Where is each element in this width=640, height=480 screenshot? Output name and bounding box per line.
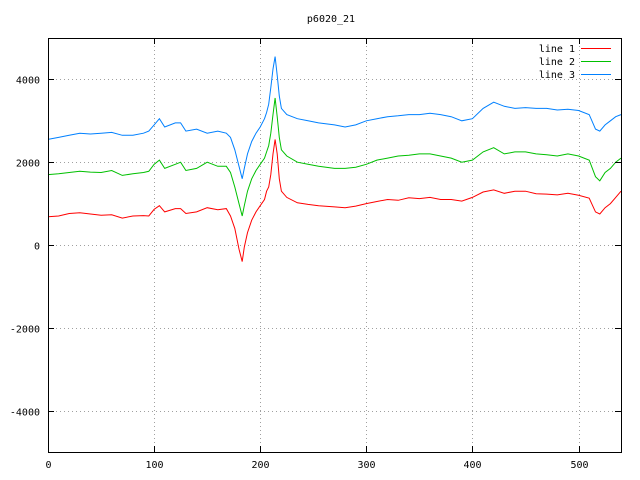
legend-label: line 3 bbox=[539, 70, 575, 81]
x-tick-label: 400 bbox=[463, 460, 481, 471]
series-lines bbox=[47, 56, 622, 262]
legend-label: line 2 bbox=[539, 57, 575, 68]
plot-frame bbox=[48, 38, 622, 453]
y-tick-label: 0 bbox=[34, 242, 40, 253]
y-tick-label: 2000 bbox=[16, 159, 40, 170]
y-tick-label: -2000 bbox=[10, 325, 40, 336]
x-tick-label: 500 bbox=[570, 460, 588, 471]
x-tick-label: 0 bbox=[45, 460, 51, 471]
y-tick-label: 4000 bbox=[16, 76, 40, 87]
x-tick-label: 300 bbox=[357, 460, 375, 471]
axis-ticks: 0 100 200 300 400 500 -4000 -2000 0 2000 4000 bbox=[10, 38, 621, 471]
legend: line 1 line 2 line 3 bbox=[539, 44, 611, 81]
chart-title: p6020_21 bbox=[307, 14, 355, 25]
series-line-2 bbox=[47, 97, 622, 217]
series-line-3 bbox=[47, 56, 622, 179]
x-tick-label: 200 bbox=[251, 460, 269, 471]
y-tick-label: -4000 bbox=[10, 408, 40, 419]
series-line-1 bbox=[47, 139, 622, 262]
grid-lines bbox=[48, 38, 621, 452]
legend-label: line 1 bbox=[539, 44, 575, 55]
x-tick-label: 100 bbox=[145, 460, 163, 471]
